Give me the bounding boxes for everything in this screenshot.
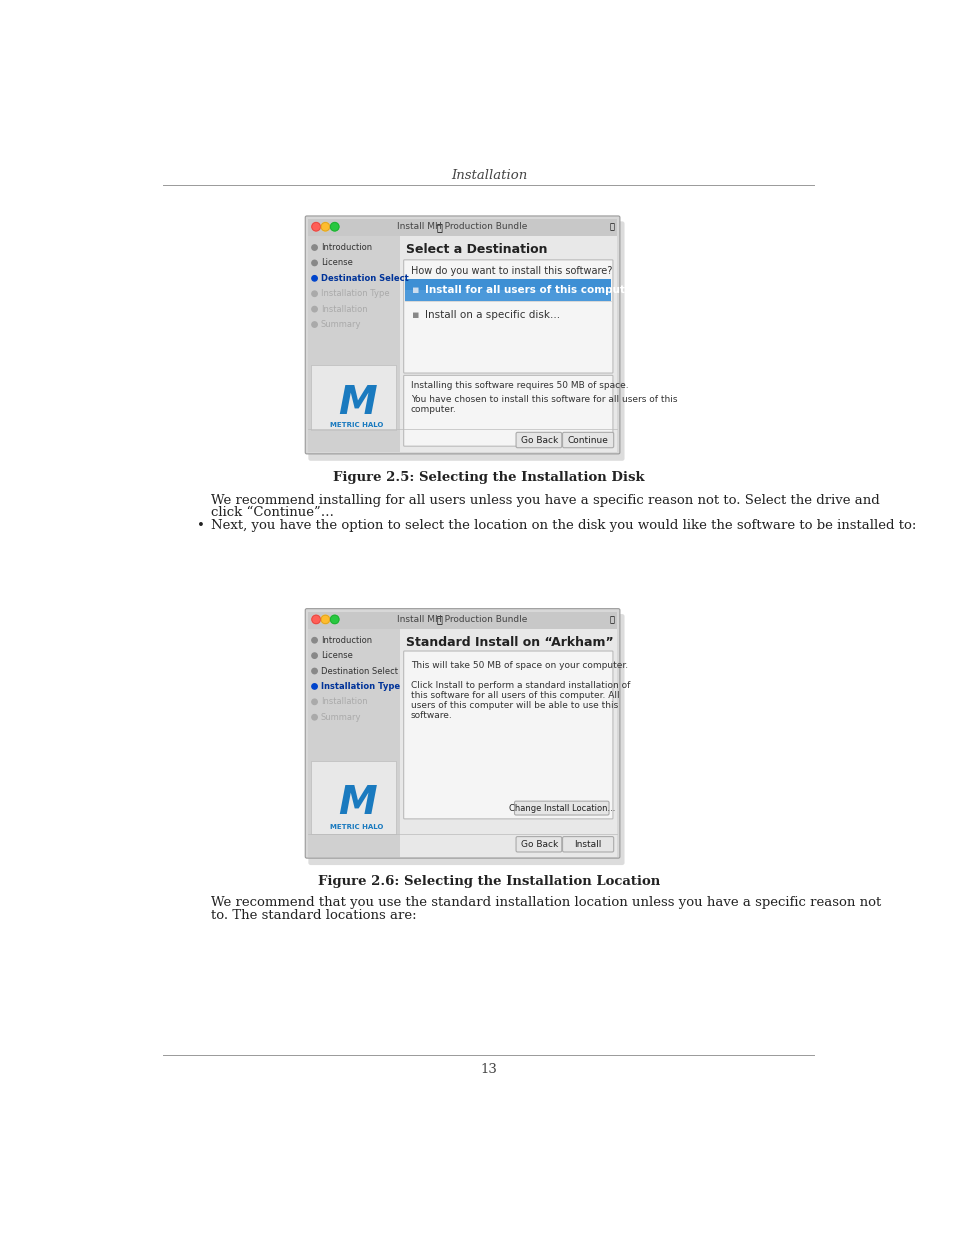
Text: M: M — [337, 784, 376, 823]
Text: ▪: ▪ — [411, 285, 418, 295]
Circle shape — [312, 637, 317, 643]
FancyBboxPatch shape — [403, 259, 612, 373]
Text: Summary: Summary — [320, 713, 361, 721]
Circle shape — [312, 715, 317, 720]
Text: Next, you have the option to select the location on the disk you would like the : Next, you have the option to select the … — [211, 519, 915, 532]
Circle shape — [312, 245, 317, 251]
Circle shape — [312, 291, 317, 296]
Text: 📦: 📦 — [436, 615, 442, 625]
Circle shape — [312, 306, 317, 311]
Text: We recommend that you use the standard installation location unless you have a s: We recommend that you use the standard i… — [211, 897, 880, 909]
Bar — [399, 629, 617, 857]
Text: Go Back: Go Back — [520, 840, 558, 848]
Text: Introduction: Introduction — [320, 243, 372, 252]
Circle shape — [312, 653, 317, 658]
Text: M: M — [337, 384, 376, 422]
Text: Installation Type: Installation Type — [320, 682, 399, 690]
FancyBboxPatch shape — [562, 836, 613, 852]
FancyBboxPatch shape — [562, 432, 613, 448]
Text: We recommend installing for all users unless you have a specific reason not to. : We recommend installing for all users un… — [211, 494, 879, 506]
Text: click “Continue”…: click “Continue”… — [211, 506, 334, 519]
FancyBboxPatch shape — [514, 802, 608, 815]
Text: Change Install Location...: Change Install Location... — [508, 804, 615, 813]
Text: to. The standard locations are:: to. The standard locations are: — [211, 909, 416, 921]
Text: Installation Type: Installation Type — [320, 289, 389, 298]
Bar — [308, 219, 617, 236]
Circle shape — [330, 615, 338, 624]
Text: •: • — [197, 519, 205, 532]
Circle shape — [312, 699, 317, 704]
Text: Destination Select: Destination Select — [320, 667, 397, 676]
Text: Go Back: Go Back — [520, 436, 558, 445]
Text: Figure 2.5: Selecting the Installation Disk: Figure 2.5: Selecting the Installation D… — [333, 472, 644, 484]
Bar — [311, 364, 395, 430]
Circle shape — [321, 222, 330, 231]
Circle shape — [312, 275, 317, 282]
Text: METRIC HALO: METRIC HALO — [330, 421, 383, 427]
Text: Installation: Installation — [320, 305, 367, 314]
Circle shape — [312, 615, 320, 624]
Bar — [405, 279, 611, 300]
Bar — [308, 611, 617, 629]
Text: License: License — [320, 651, 353, 661]
Text: Install for all users of this computer: Install for all users of this computer — [424, 285, 637, 295]
Text: this software for all users of this computer. All: this software for all users of this comp… — [410, 692, 618, 700]
Bar — [399, 236, 617, 452]
Text: 🔒: 🔒 — [609, 222, 614, 231]
Text: Introduction: Introduction — [320, 636, 372, 645]
Circle shape — [312, 322, 317, 327]
Text: Summary: Summary — [320, 320, 361, 329]
FancyBboxPatch shape — [305, 609, 619, 858]
FancyBboxPatch shape — [516, 836, 561, 852]
Text: Select a Destination: Select a Destination — [406, 243, 547, 257]
Text: Installation: Installation — [451, 169, 526, 183]
Text: Install MH Production Bundle: Install MH Production Bundle — [397, 615, 527, 624]
Text: Continue: Continue — [567, 436, 608, 445]
Bar — [308, 629, 401, 857]
Bar — [308, 236, 401, 452]
Circle shape — [321, 615, 330, 624]
FancyBboxPatch shape — [308, 614, 624, 864]
Text: Destination Select: Destination Select — [320, 274, 408, 283]
Circle shape — [312, 222, 320, 231]
Bar — [405, 290, 611, 300]
Text: Installing this software requires 50 MB of space.: Installing this software requires 50 MB … — [410, 380, 628, 390]
Text: users of this computer will be able to use this: users of this computer will be able to u… — [410, 701, 618, 710]
Text: METRIC HALO: METRIC HALO — [330, 824, 383, 830]
Text: Installation: Installation — [320, 698, 367, 706]
Text: computer.: computer. — [410, 405, 456, 414]
Text: software.: software. — [410, 711, 452, 720]
Bar — [311, 761, 395, 835]
FancyBboxPatch shape — [403, 651, 612, 819]
FancyBboxPatch shape — [305, 216, 619, 454]
Text: You have chosen to install this software for all users of this: You have chosen to install this software… — [410, 395, 677, 404]
Text: 🔒: 🔒 — [609, 615, 614, 624]
FancyBboxPatch shape — [516, 432, 561, 448]
Text: 13: 13 — [480, 1062, 497, 1076]
FancyBboxPatch shape — [403, 375, 612, 446]
Text: Standard Install on “Arkham”: Standard Install on “Arkham” — [406, 636, 613, 650]
Text: Install on a specific disk...: Install on a specific disk... — [424, 310, 559, 320]
Text: This will take 50 MB of space on your computer.: This will take 50 MB of space on your co… — [410, 661, 627, 671]
Circle shape — [312, 668, 317, 674]
Text: Click Install to perform a standard installation of: Click Install to perform a standard inst… — [410, 682, 629, 690]
Text: Install MH Production Bundle: Install MH Production Bundle — [397, 222, 527, 231]
FancyBboxPatch shape — [308, 221, 624, 461]
Text: ▪: ▪ — [411, 310, 418, 320]
Text: Install: Install — [574, 840, 601, 848]
Text: 📦: 📦 — [436, 222, 442, 232]
Circle shape — [330, 222, 338, 231]
Circle shape — [312, 261, 317, 266]
Circle shape — [312, 684, 317, 689]
Text: How do you want to install this software?: How do you want to install this software… — [410, 267, 612, 277]
Text: Figure 2.6: Selecting the Installation Location: Figure 2.6: Selecting the Installation L… — [317, 874, 659, 888]
Text: License: License — [320, 258, 353, 268]
